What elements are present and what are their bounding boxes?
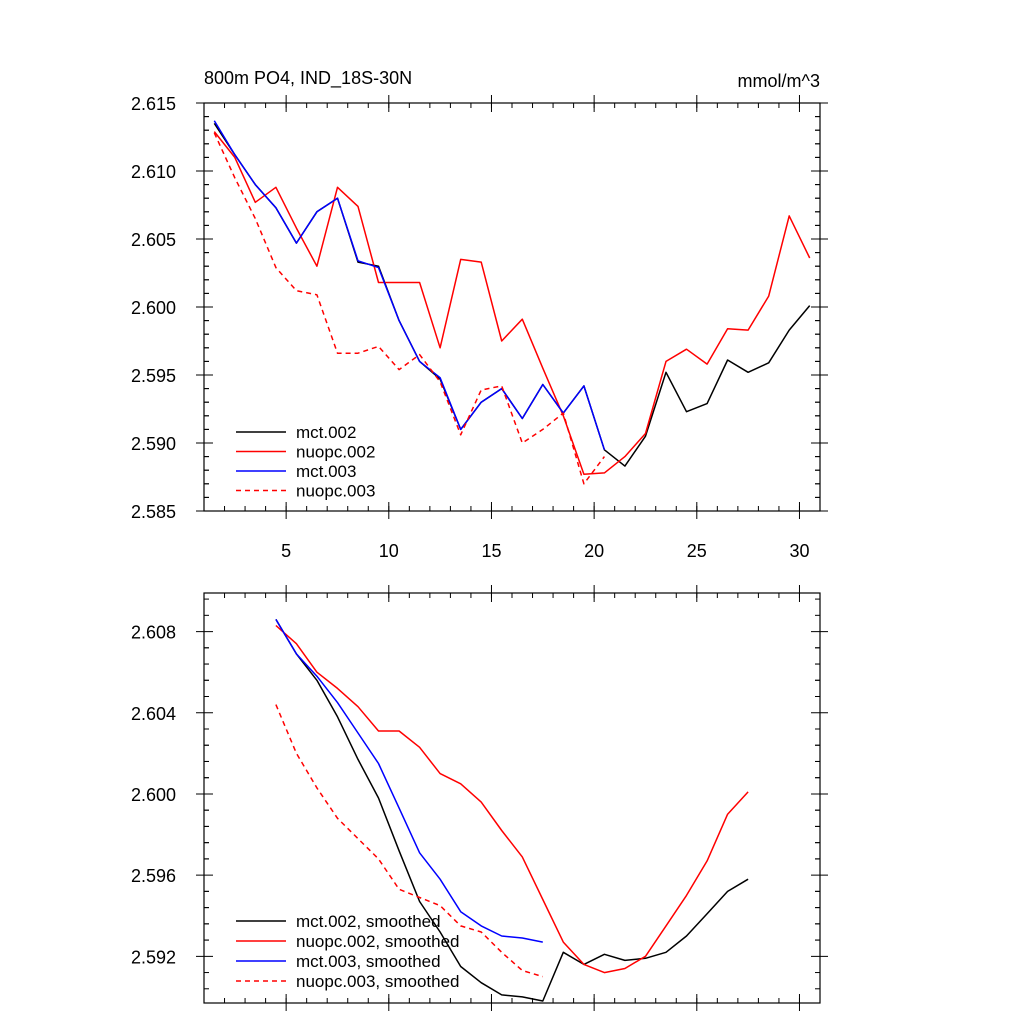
- y-tick-label: 2.604: [131, 704, 176, 724]
- y-tick-label: 2.585: [131, 502, 176, 522]
- legend-label: nuopc.003: [296, 482, 375, 501]
- series-line: [275, 704, 544, 978]
- legend-label: mct.002, smoothed: [296, 912, 441, 931]
- top-panel: 800m PO4, IND_18S-30N mmol/m^3 5 10 15 20 25…: [131, 68, 828, 561]
- y-tick-label: 2.600: [131, 785, 176, 805]
- legend-label: nuopc.002: [296, 443, 375, 462]
- legend-label: nuopc.002, smoothed: [296, 932, 460, 951]
- x-tick-label: 20: [584, 541, 604, 561]
- y-tick-label: 2.596: [131, 866, 176, 886]
- y-tick-label: 2.595: [131, 366, 176, 386]
- y-tick-label: 2.615: [131, 94, 176, 114]
- y-tick-label: 2.610: [131, 162, 176, 182]
- series-line: [213, 131, 811, 476]
- y-tick-label: 2.590: [131, 434, 176, 454]
- series-line: [213, 120, 606, 451]
- series-line: [275, 619, 543, 943]
- y-tick-label: 2.600: [131, 298, 176, 318]
- x-tick-label: 15: [481, 541, 501, 561]
- legend-label: mct.003: [296, 462, 356, 481]
- legend-label: mct.003, smoothed: [296, 952, 441, 971]
- series-line: [275, 619, 749, 1002]
- chart-units: mmol/m^3: [738, 71, 820, 91]
- series-line: [213, 132, 605, 485]
- x-tick-label: 25: [687, 541, 707, 561]
- legend-label: mct.002: [296, 423, 356, 442]
- y-tick-label: 2.608: [131, 623, 176, 643]
- series-line: [275, 624, 749, 974]
- x-tick-label: 10: [379, 541, 399, 561]
- x-tick-label: 5: [281, 541, 291, 561]
- legend-label: nuopc.003, smoothed: [296, 972, 460, 991]
- bottom-panel: 2.592 2.596 2.600 2.604 2.608 mct.002, smooth…: [131, 585, 828, 1011]
- y-tick-label: 2.605: [131, 230, 176, 250]
- y-tick-label: 2.592: [131, 947, 176, 967]
- chart-title: 800m PO4, IND_18S-30N: [204, 68, 412, 89]
- x-tick-label: 30: [789, 541, 809, 561]
